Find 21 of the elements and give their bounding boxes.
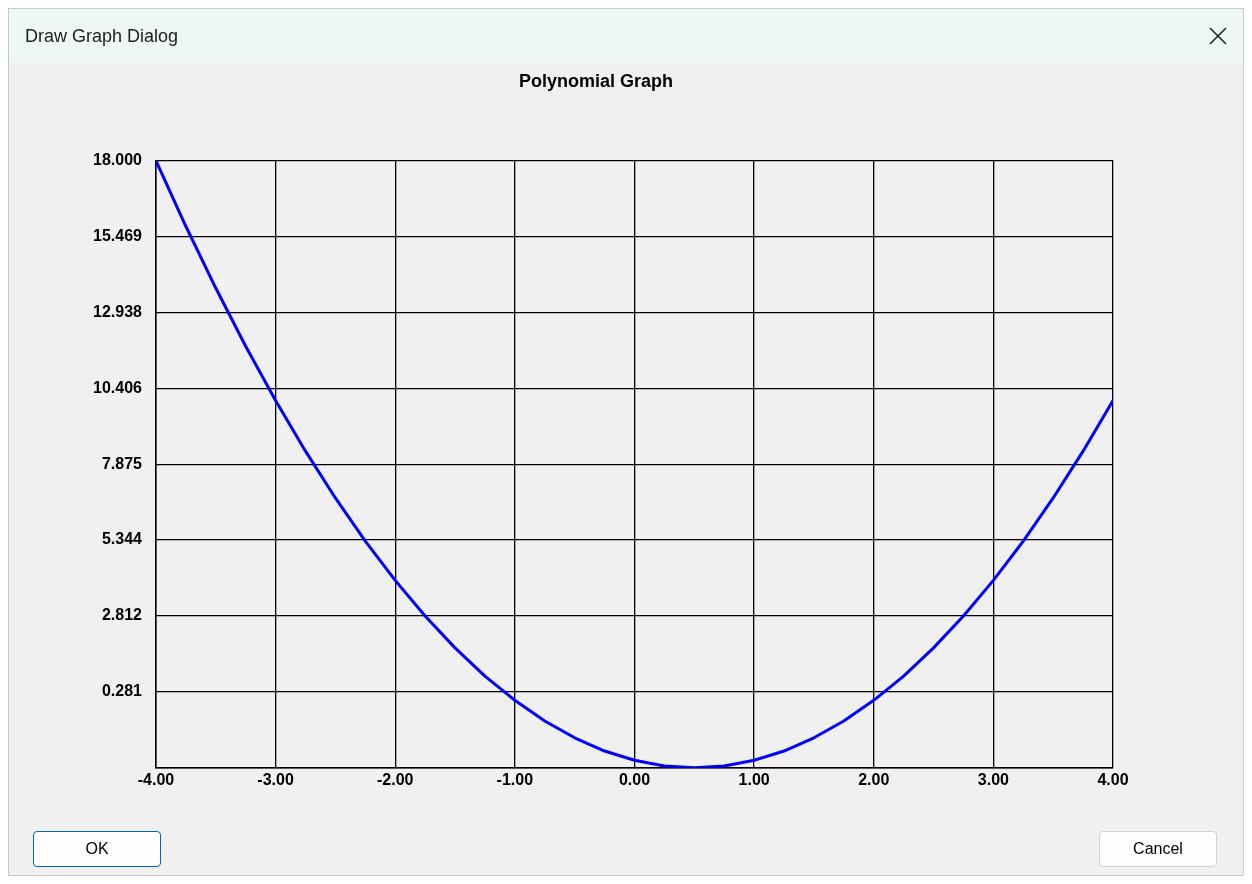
y-tick-label: 0.281 [101,682,143,700]
x-tick-label: -2.00 [376,770,414,788]
x-tick-label: 2.00 [858,770,890,788]
x-tick-label: 1.00 [738,770,770,788]
x-tick-label: 0.00 [618,770,651,788]
x-tick-label: -1.00 [496,770,534,788]
y-tick-label: 15.469 [93,226,143,244]
y-tick-label: 12.938 [93,302,143,320]
text: Cancel [1099,831,1217,867]
x-tick-label: -4.00 [137,770,175,788]
text: OK [33,831,161,867]
text: Draw Graph Dialog [25,25,179,47]
x-tick-label: 3.00 [977,770,1010,788]
x-tick-label: -3.00 [257,770,294,788]
x-tick-label: 4.00 [1097,770,1129,788]
y-tick-label: 10.406 [93,378,143,396]
chart-title: Polynomial Graph [518,70,674,91]
y-tick-label: 2.812 [101,606,143,624]
y-tick-label: 5.344 [101,530,143,548]
y-tick-label: 18.000 [93,151,143,169]
y-tick-label: 7.875 [101,454,143,472]
